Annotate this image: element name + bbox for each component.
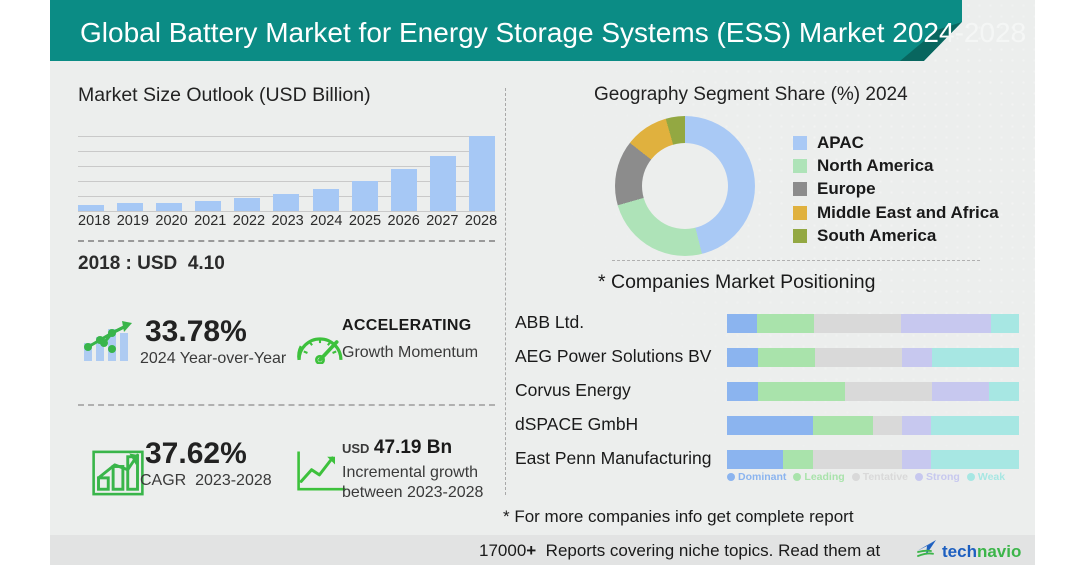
svg-text:technavio: technavio — [942, 542, 1021, 561]
